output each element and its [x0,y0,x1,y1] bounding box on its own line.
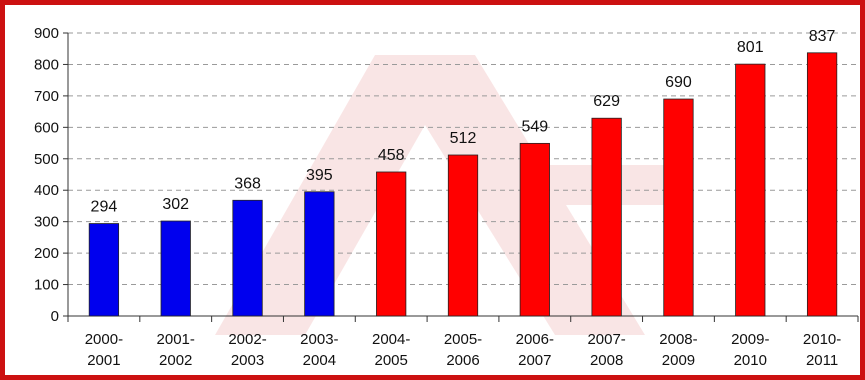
data-label: 302 [162,196,189,213]
bar-2004-2005 [376,171,407,317]
y-tick-label: 600 [34,119,59,136]
x-tick-label-line: 2008 [590,352,623,369]
data-label: 395 [306,167,333,184]
bar-2010-2011 [806,52,838,317]
y-tick-label: 900 [34,25,59,42]
y-tick-label: 0 [51,308,59,325]
x-tick-label-line: 2005- [444,331,482,348]
x-tick-label-line: 2000- [85,331,123,348]
bar-2005-2006 [447,154,479,317]
x-tick-label-line: 2004 [303,352,336,369]
x-tick-label: 2006- 2007 [516,331,554,369]
data-label: 549 [521,118,548,135]
x-tick-label-line: 2010 [734,352,767,369]
y-tick-label: 100 [34,277,59,294]
x-tick-label-line: 2002- [228,331,266,348]
x-tick-label: 2010- 2011 [803,331,841,369]
gridlines [68,32,858,286]
x-tick-label: 2009- 2010 [731,331,769,369]
x-tick-label-line: 2002 [159,352,192,369]
data-label: 458 [378,147,405,164]
x-tick-label-line: 2007- [587,331,625,348]
bar-2006-2007 [519,142,550,317]
y-tick-label: 300 [34,214,59,231]
x-tick-label-line: 2007 [518,352,551,369]
y-tick-labels: 0 100 200 300 400 500 600 700 800 900 [34,25,59,325]
x-tick-label-line: 2006 [446,352,479,369]
bar-2001-2002 [160,220,191,317]
x-tick-labels: 2000- 2001 2001- 2002 2002- 2003 2003- 2004 2004… [85,331,842,369]
y-tick-label: 200 [34,245,59,262]
x-tick-label-line: 2001 [87,352,120,369]
x-tick-label-line: 2009- [731,331,769,348]
y-tick-label: 500 [34,151,59,168]
x-tick-label-line: 2009 [662,352,695,369]
x-tick-label: 2002- 2003 [228,331,266,369]
bar-2000-2001 [88,223,120,317]
data-label: 629 [593,93,620,110]
x-tick-label: 2005- 2006 [444,331,482,369]
x-tick-label: 2007- 2008 [587,331,625,369]
data-label: 512 [450,130,477,147]
x-tick-label-line: 2004- [372,331,410,348]
data-label: 690 [665,74,692,91]
x-tick-label-line: 2008- [659,331,697,348]
bar-2008-2009 [663,98,694,317]
y-tick-label: 400 [34,182,59,199]
bars [88,52,838,317]
x-tick-label-line: 2001- [157,331,195,348]
x-tick-label-line: 2006- [516,331,554,348]
x-tick-label-line: 2003- [300,331,338,348]
y-tick-label: 700 [34,88,59,105]
bar-2003-2004 [304,191,335,317]
x-tick-label: 2003- 2004 [300,331,338,369]
data-label: 837 [809,28,836,45]
x-tick-label-line: 2010- [803,331,841,348]
x-tick-label-line: 2003 [231,352,264,369]
bar-2002-2003 [232,199,263,317]
x-tick-label: 2001- 2002 [157,331,195,369]
data-labels: 294 302 368 395 458 512 549 629 690 801 837 [91,28,836,216]
data-label: 801 [737,39,764,56]
x-tick-label-line: 2005 [374,352,407,369]
x-tick-label: 2004- 2005 [372,331,410,369]
bar-2007-2008 [591,117,622,317]
x-tick-label: 2000- 2001 [85,331,123,369]
y-tick-label: 800 [34,56,59,73]
x-tick-label: 2008- 2009 [659,331,697,369]
x-tick-label-line: 2011 [806,352,838,369]
bar-2009-2010 [735,63,766,317]
data-label: 368 [234,175,261,192]
data-label: 294 [91,199,118,216]
